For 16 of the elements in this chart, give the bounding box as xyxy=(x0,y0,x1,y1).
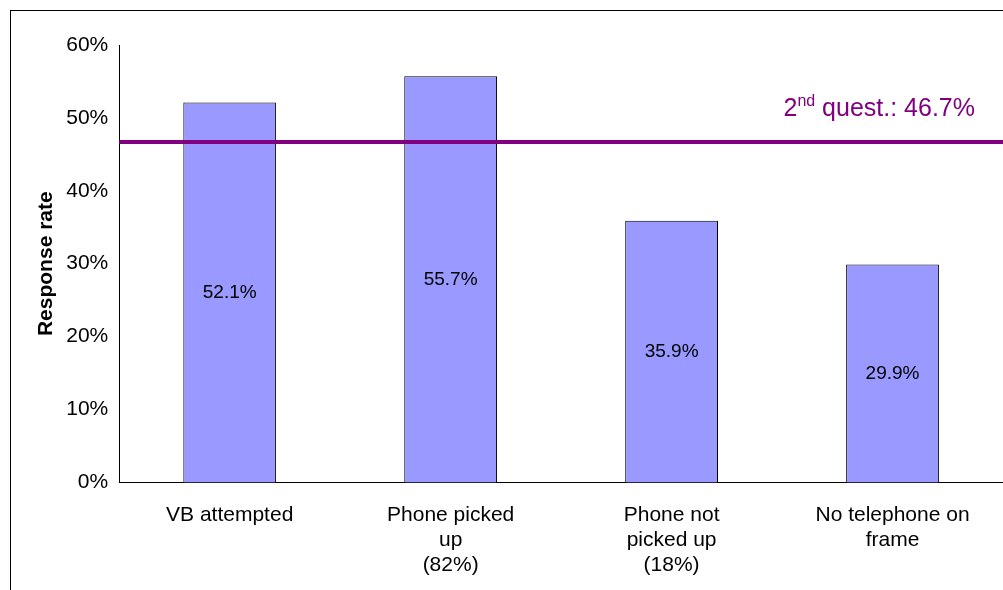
x-tick-label: VB attempted xyxy=(166,501,294,525)
y-tick-label: 0% xyxy=(77,469,109,493)
y-tick-label: 60% xyxy=(66,31,109,55)
data-label: 35.9% xyxy=(644,339,699,361)
y-tick-label: 40% xyxy=(66,177,109,201)
data-label: 29.9% xyxy=(865,361,920,383)
y-tick-label: 30% xyxy=(66,250,109,274)
y-axis-title: Response rate xyxy=(33,191,57,337)
y-tick-label: 10% xyxy=(66,396,109,420)
x-tick-label: Phone not picked up (18%) xyxy=(623,501,720,576)
x-tick-label: No telephone on frame xyxy=(815,501,970,550)
data-label: 52.1% xyxy=(202,280,257,302)
x-tick-label: Phone picked up (82%) xyxy=(387,501,515,576)
y-tick-label: 20% xyxy=(66,323,109,347)
data-label: 55.7% xyxy=(423,267,478,289)
y-tick-label: 50% xyxy=(66,104,109,128)
